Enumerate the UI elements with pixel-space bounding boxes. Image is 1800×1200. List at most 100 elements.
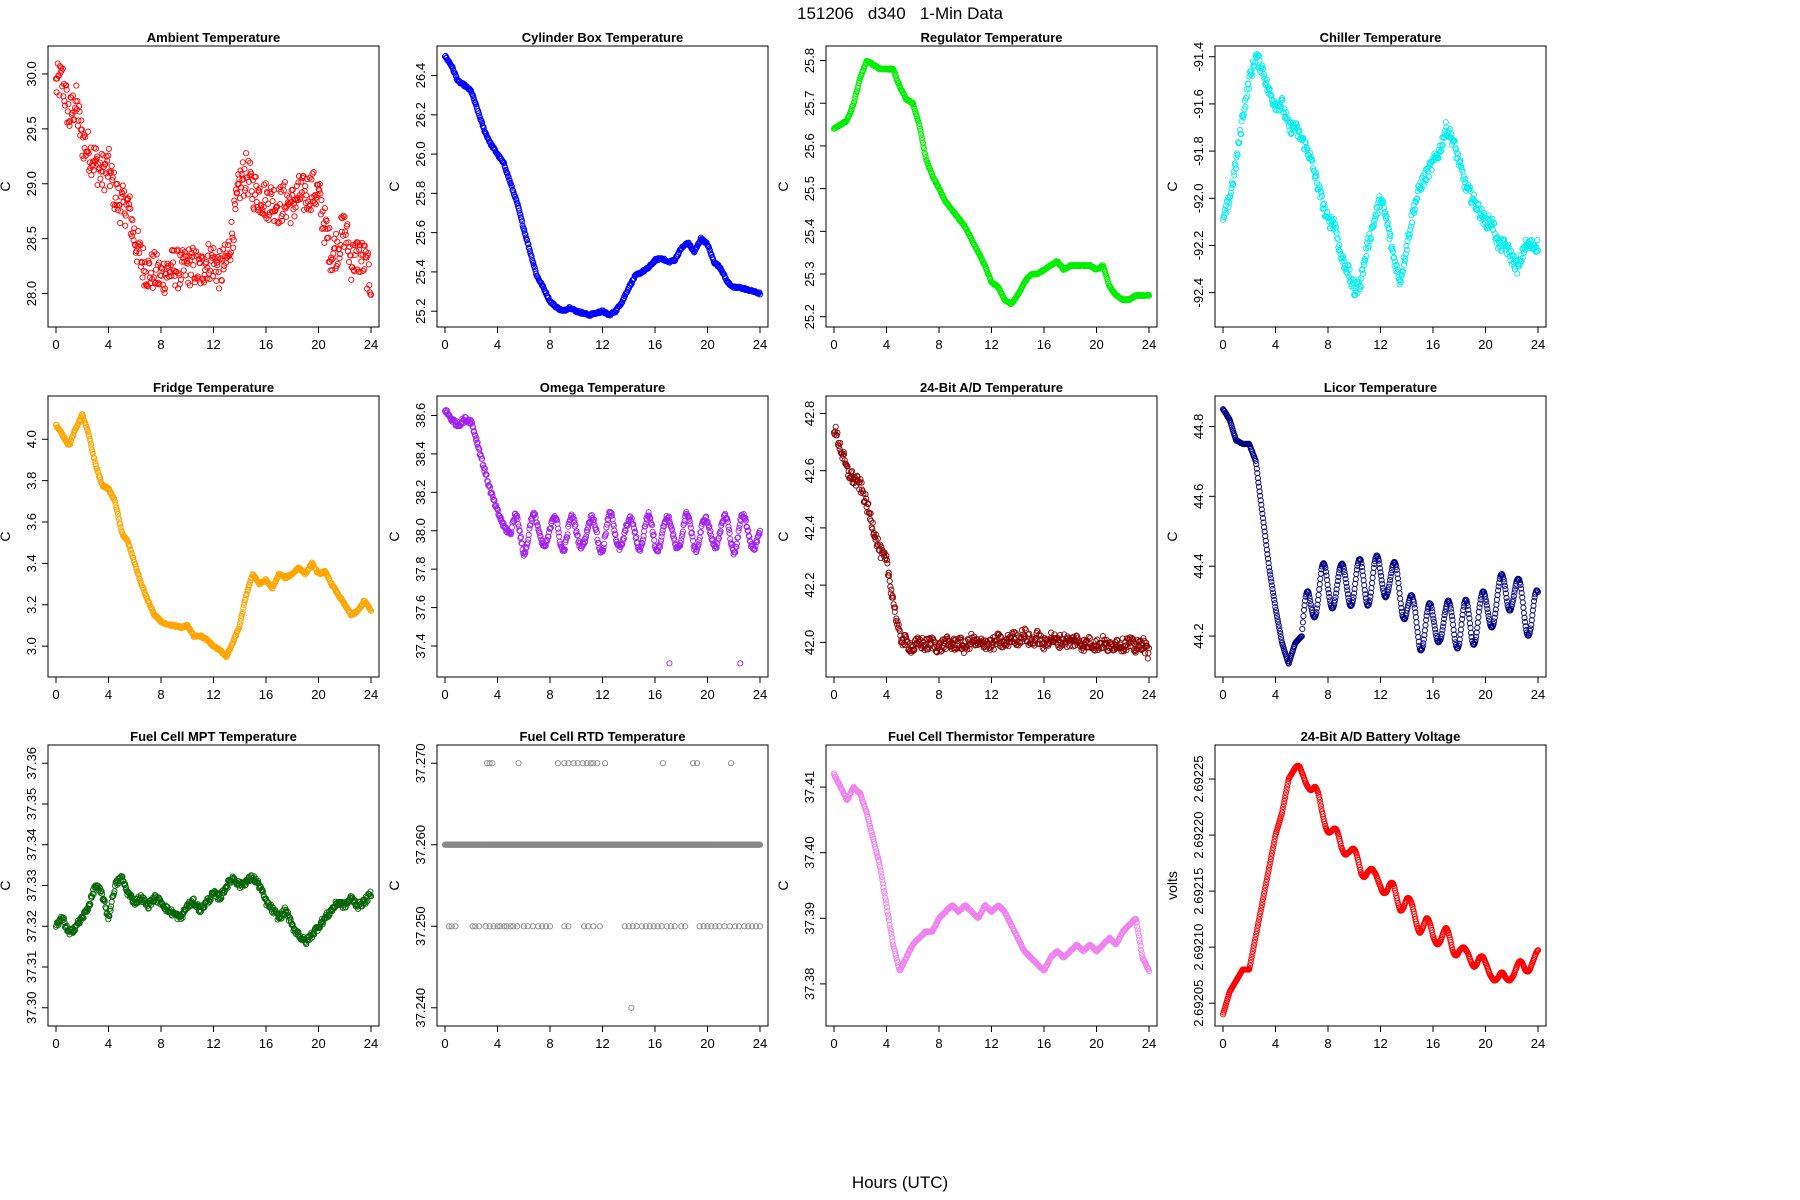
data-point <box>243 150 250 157</box>
data-point <box>727 535 734 543</box>
data-point <box>97 175 104 182</box>
data-point <box>562 537 569 544</box>
data-point <box>736 524 743 531</box>
data-point <box>1309 158 1316 165</box>
data-point <box>1143 639 1150 646</box>
data-point <box>572 521 579 528</box>
data-point <box>1385 586 1392 594</box>
data-point <box>139 274 146 281</box>
data-point <box>1398 272 1405 279</box>
y-tick-label: 42.8 <box>802 401 817 426</box>
data-point <box>686 515 693 522</box>
data-point <box>526 525 533 532</box>
data-point <box>223 651 231 659</box>
data-point <box>743 523 750 530</box>
data-point <box>252 191 259 198</box>
data-point <box>1408 219 1416 226</box>
data-point <box>851 98 858 105</box>
data-point <box>238 615 245 622</box>
data-point <box>1405 232 1412 239</box>
data-point <box>1424 168 1431 175</box>
data-point <box>525 536 532 543</box>
data-point <box>239 159 246 166</box>
data-point <box>1326 594 1333 601</box>
data-point <box>1340 563 1347 570</box>
data-point <box>479 455 486 462</box>
data-point <box>505 173 512 180</box>
data-point <box>287 220 294 227</box>
data-point <box>1312 611 1319 618</box>
y-tick-label: 42.6 <box>802 458 817 483</box>
data-point <box>891 608 898 616</box>
data-point <box>1430 618 1437 626</box>
y-tick-label: 26.2 <box>413 102 428 127</box>
y-tick-label: -92.0 <box>1191 183 1206 213</box>
data-point <box>117 521 124 528</box>
data-point <box>1484 609 1491 616</box>
data-point <box>291 213 298 220</box>
x-tick-label: 12 <box>595 687 609 702</box>
data-point <box>1360 259 1367 266</box>
data-point <box>187 256 194 263</box>
data-point <box>190 895 197 902</box>
y-tick-label: -92.4 <box>1191 278 1206 308</box>
data-point <box>620 535 627 542</box>
data-point <box>1420 636 1427 643</box>
x-tick-label: 24 <box>1142 687 1156 702</box>
y-tick-label: 37.4 <box>413 633 428 658</box>
data-point <box>480 461 487 468</box>
data-point <box>59 431 66 438</box>
data-point <box>1495 587 1502 594</box>
data-point <box>1436 149 1443 156</box>
y-tick-label: 38.6 <box>413 403 428 428</box>
data-point <box>534 522 541 529</box>
data-point <box>733 543 740 551</box>
data-point <box>1518 258 1525 265</box>
data-point <box>890 594 897 601</box>
data-point <box>1335 570 1342 577</box>
data-point <box>1475 206 1482 213</box>
data-point <box>1341 568 1348 575</box>
data-point <box>681 520 688 527</box>
data-point <box>1438 630 1445 638</box>
data-point <box>227 249 234 256</box>
data-point <box>1387 233 1394 240</box>
data-point <box>1438 633 1445 640</box>
y-tick-label: 38.4 <box>413 441 428 466</box>
data-point <box>182 906 189 913</box>
data-point <box>1334 578 1341 585</box>
data-point <box>894 618 901 625</box>
panel-title: Cylinder Box Temperature <box>522 30 684 45</box>
data-point <box>1423 616 1430 624</box>
data-point <box>101 187 108 194</box>
data-point <box>1304 145 1311 152</box>
data-point <box>1325 586 1332 593</box>
data-point <box>142 268 149 275</box>
data-point <box>516 528 523 535</box>
data-point <box>1448 613 1455 620</box>
data-point <box>913 112 920 120</box>
data-point <box>1227 189 1234 196</box>
series-points <box>830 57 1153 308</box>
data-point <box>259 207 266 214</box>
data-point <box>92 157 99 164</box>
data-point <box>883 557 890 564</box>
data-point <box>516 207 523 214</box>
data-point <box>659 527 666 534</box>
data-point <box>1460 176 1467 183</box>
data-point <box>1104 276 1111 283</box>
data-point <box>1462 176 1469 183</box>
data-point <box>517 533 524 540</box>
data-point <box>917 128 924 135</box>
data-point <box>967 234 974 241</box>
data-point <box>679 528 686 535</box>
data-point <box>69 92 76 99</box>
data-point <box>114 180 121 187</box>
data-point <box>105 916 112 923</box>
data-point <box>467 416 474 423</box>
data-point <box>1466 620 1473 627</box>
data-point <box>919 137 926 144</box>
data-point <box>116 202 123 209</box>
data-point <box>196 260 204 267</box>
x-tick-label: 4 <box>883 337 890 352</box>
